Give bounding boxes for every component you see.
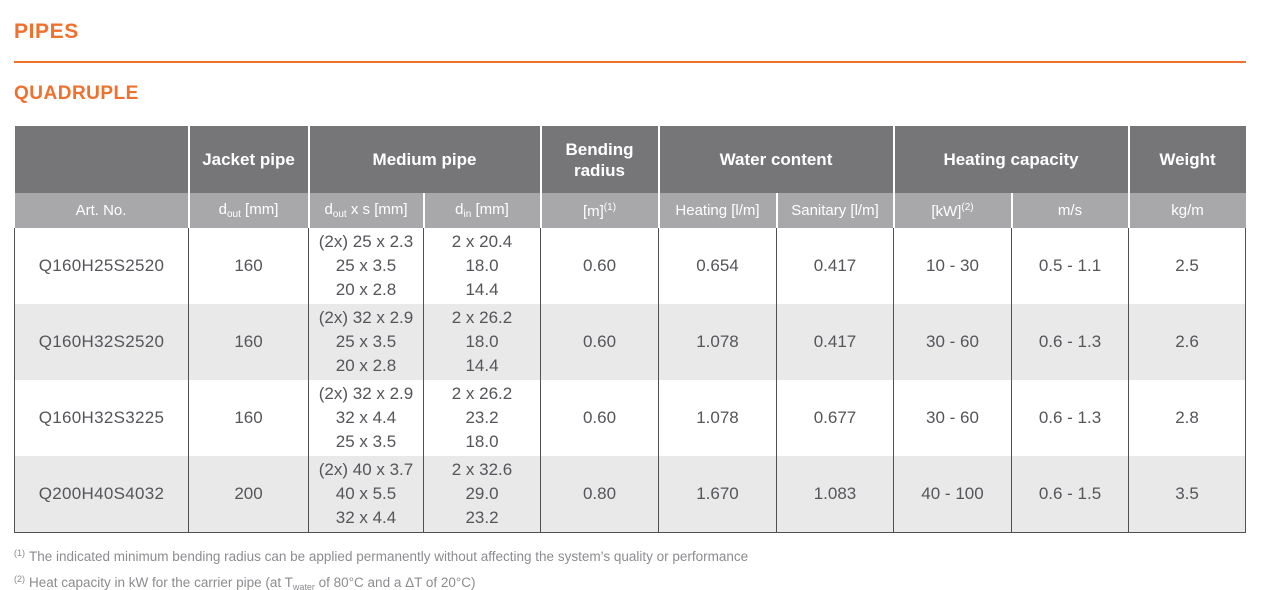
group-header-weight: Weight <box>1127 126 1246 193</box>
cell-jacket-dout: 160 <box>188 380 309 456</box>
cell-water-sanitary: 0.677 <box>776 380 894 456</box>
orange-divider <box>14 61 1246 63</box>
footnotes: (1) The indicated minimum bending radius … <box>14 542 1260 590</box>
cell-medium-din: 2 x 26.2 18.0 14.4 <box>423 304 541 380</box>
footnote-1-marker: (1) <box>14 548 25 558</box>
footnote-2-marker-ref: (2) <box>961 201 974 213</box>
group-header-heating-capacity: Heating capacity <box>892 126 1129 193</box>
dout-s-unit: x s [mm] <box>346 201 408 218</box>
group-header-bending-radius: Bending radius <box>539 126 659 193</box>
corner-cell <box>14 126 189 193</box>
cell-bending-radius: 0.60 <box>540 228 659 304</box>
cell-capacity-kw: 30 - 60 <box>893 380 1012 456</box>
bending-m-base: [m] <box>582 202 604 220</box>
dout-unit: [mm] <box>240 201 279 218</box>
cell-medium-dout-s: (2x) 25 x 2.3 25 x 3.5 20 x 2.8 <box>308 228 424 304</box>
table-row: Q160H25S2520 160 (2x) 25 x 2.3 25 x 3.5 … <box>14 228 1247 304</box>
din-subscript: in <box>463 209 472 220</box>
cell-weight: 2.8 <box>1128 380 1247 456</box>
footnote-1-text: The indicated minimum bending radius can… <box>29 549 749 564</box>
cell-art-no: Q200H40S4032 <box>14 456 189 533</box>
col-header-sanitary: Sanitary [l/m] <box>775 193 894 228</box>
din-base: d <box>455 201 464 218</box>
cell-capacity-ms: 0.6 - 1.3 <box>1010 304 1129 380</box>
din-unit: [mm] <box>471 201 509 218</box>
cell-jacket-dout: 200 <box>188 456 309 533</box>
footnote-2-subscript: water <box>292 582 315 590</box>
cell-medium-din: 2 x 26.2 23.2 18.0 <box>423 380 541 456</box>
cell-bending-radius: 0.80 <box>540 456 659 533</box>
col-header-kw: [kW](2) <box>892 193 1012 228</box>
footnote-2-text-post: of 80°C and a ΔT of 20°C) <box>314 575 476 590</box>
section-title: QUADRUPLE <box>14 83 139 104</box>
cell-capacity-ms: 0.6 - 1.3 <box>1010 380 1129 456</box>
sub-header-row: Art. No. dout [mm] dout x s [mm] din [mm… <box>14 193 1246 228</box>
page-title: PIPES <box>14 20 79 43</box>
cell-art-no: Q160H25S2520 <box>14 228 189 304</box>
footnote-2-marker: (2) <box>14 574 25 584</box>
footnote-2-text-pre: Heat capacity in kW for the carrier pipe… <box>29 575 293 590</box>
cell-weight: 3.5 <box>1128 456 1247 533</box>
group-header-jacket-pipe: Jacket pipe <box>187 126 309 193</box>
footnote-1: (1) The indicated minimum bending radius … <box>14 542 1260 568</box>
cell-water-sanitary: 0.417 <box>776 228 894 304</box>
table-row: Q160H32S2520 160 (2x) 32 x 2.9 25 x 3.5 … <box>14 304 1247 380</box>
cell-medium-dout-s: (2x) 32 x 2.9 25 x 3.5 20 x 2.8 <box>308 304 424 380</box>
group-header-row: Jacket pipe Medium pipe Bending radius W… <box>14 126 1246 193</box>
cell-water-sanitary: 1.083 <box>776 456 894 533</box>
col-header-jacket-dout: dout [mm] <box>187 193 309 228</box>
col-header-ms: m/s <box>1010 193 1129 228</box>
col-header-medium-dout-s: dout x s [mm] <box>307 193 424 228</box>
cell-bending-radius: 0.60 <box>540 380 659 456</box>
table-row: Q160H32S3225 160 (2x) 32 x 2.9 32 x 4.4 … <box>14 380 1247 456</box>
cell-capacity-kw: 40 - 100 <box>893 456 1012 533</box>
cell-jacket-dout: 160 <box>188 304 309 380</box>
cell-water-sanitary: 0.417 <box>776 304 894 380</box>
kw-base: [kW] <box>931 202 962 220</box>
cell-art-no: Q160H32S2520 <box>14 304 189 380</box>
footnote-2: (2) Heat capacity in kW for the carrier p… <box>14 568 1260 590</box>
cell-medium-dout-s: (2x) 32 x 2.9 32 x 4.4 25 x 3.5 <box>308 380 424 456</box>
col-header-bending-m: [m](1) <box>539 193 659 228</box>
col-header-art-no: Art. No. <box>14 193 189 228</box>
cell-capacity-ms: 0.6 - 1.5 <box>1010 456 1129 533</box>
col-header-medium-din: din [mm] <box>422 193 541 228</box>
cell-water-heating: 1.078 <box>658 304 777 380</box>
group-header-medium-pipe: Medium pipe <box>307 126 541 193</box>
cell-medium-dout-s: (2x) 40 x 3.7 40 x 5.5 32 x 4.4 <box>308 456 424 533</box>
cell-capacity-kw: 30 - 60 <box>893 304 1012 380</box>
dout-s-base: d <box>324 201 333 218</box>
cell-bending-radius: 0.60 <box>540 304 659 380</box>
dout-base: d <box>218 201 227 218</box>
cell-water-heating: 1.670 <box>658 456 777 533</box>
col-header-kgm: kg/m <box>1127 193 1246 228</box>
cell-weight: 2.6 <box>1128 304 1247 380</box>
cell-capacity-ms: 0.5 - 1.1 <box>1010 228 1129 304</box>
dout-s-subscript: out <box>332 209 347 220</box>
cell-weight: 2.5 <box>1128 228 1247 304</box>
cell-water-heating: 0.654 <box>658 228 777 304</box>
group-header-water-content: Water content <box>657 126 894 193</box>
table-row: Q200H40S4032 200 (2x) 40 x 3.7 40 x 5.5 … <box>14 456 1247 533</box>
cell-art-no: Q160H32S3225 <box>14 380 189 456</box>
cell-medium-din: 2 x 32.6 29.0 23.2 <box>423 456 541 533</box>
cell-water-heating: 1.078 <box>658 380 777 456</box>
cell-capacity-kw: 10 - 30 <box>893 228 1012 304</box>
col-header-heating: Heating [l/m] <box>657 193 777 228</box>
pipe-spec-table: Jacket pipe Medium pipe Bending radius W… <box>14 126 1247 533</box>
footnote-1-marker-ref: (1) <box>603 201 617 213</box>
dout-subscript: out <box>226 209 241 220</box>
cell-jacket-dout: 160 <box>188 228 309 304</box>
cell-medium-din: 2 x 20.4 18.0 14.4 <box>423 228 541 304</box>
